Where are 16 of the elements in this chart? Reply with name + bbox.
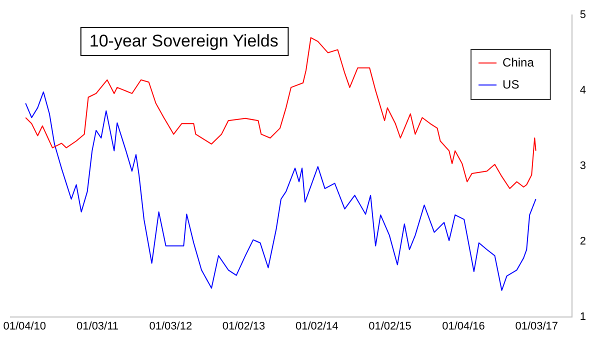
x-tick-label: 01/02/14: [295, 320, 338, 332]
legend-label: US: [502, 77, 520, 92]
legend-label: China: [502, 55, 534, 70]
y-tick-label: 4: [580, 84, 586, 96]
x-tick-label: 01/04/16: [442, 320, 485, 332]
x-tick-label: 01/03/17: [515, 320, 558, 332]
y-tick-label: 1: [580, 310, 586, 323]
y-tick-label: 2: [580, 235, 586, 248]
y-tick-label: 3: [580, 160, 586, 172]
x-tick-label: 01/03/12: [149, 320, 192, 332]
x-tick-label: 01/02/13: [222, 320, 266, 332]
text: 10-year Sovereign Yields: [89, 32, 278, 51]
x-tick-label: 01/04/10: [3, 320, 46, 332]
y-tick-label: 5: [580, 9, 586, 22]
x-tick-label: 01/02/15: [368, 320, 412, 332]
x-tick-label: 01/03/11: [76, 320, 119, 332]
